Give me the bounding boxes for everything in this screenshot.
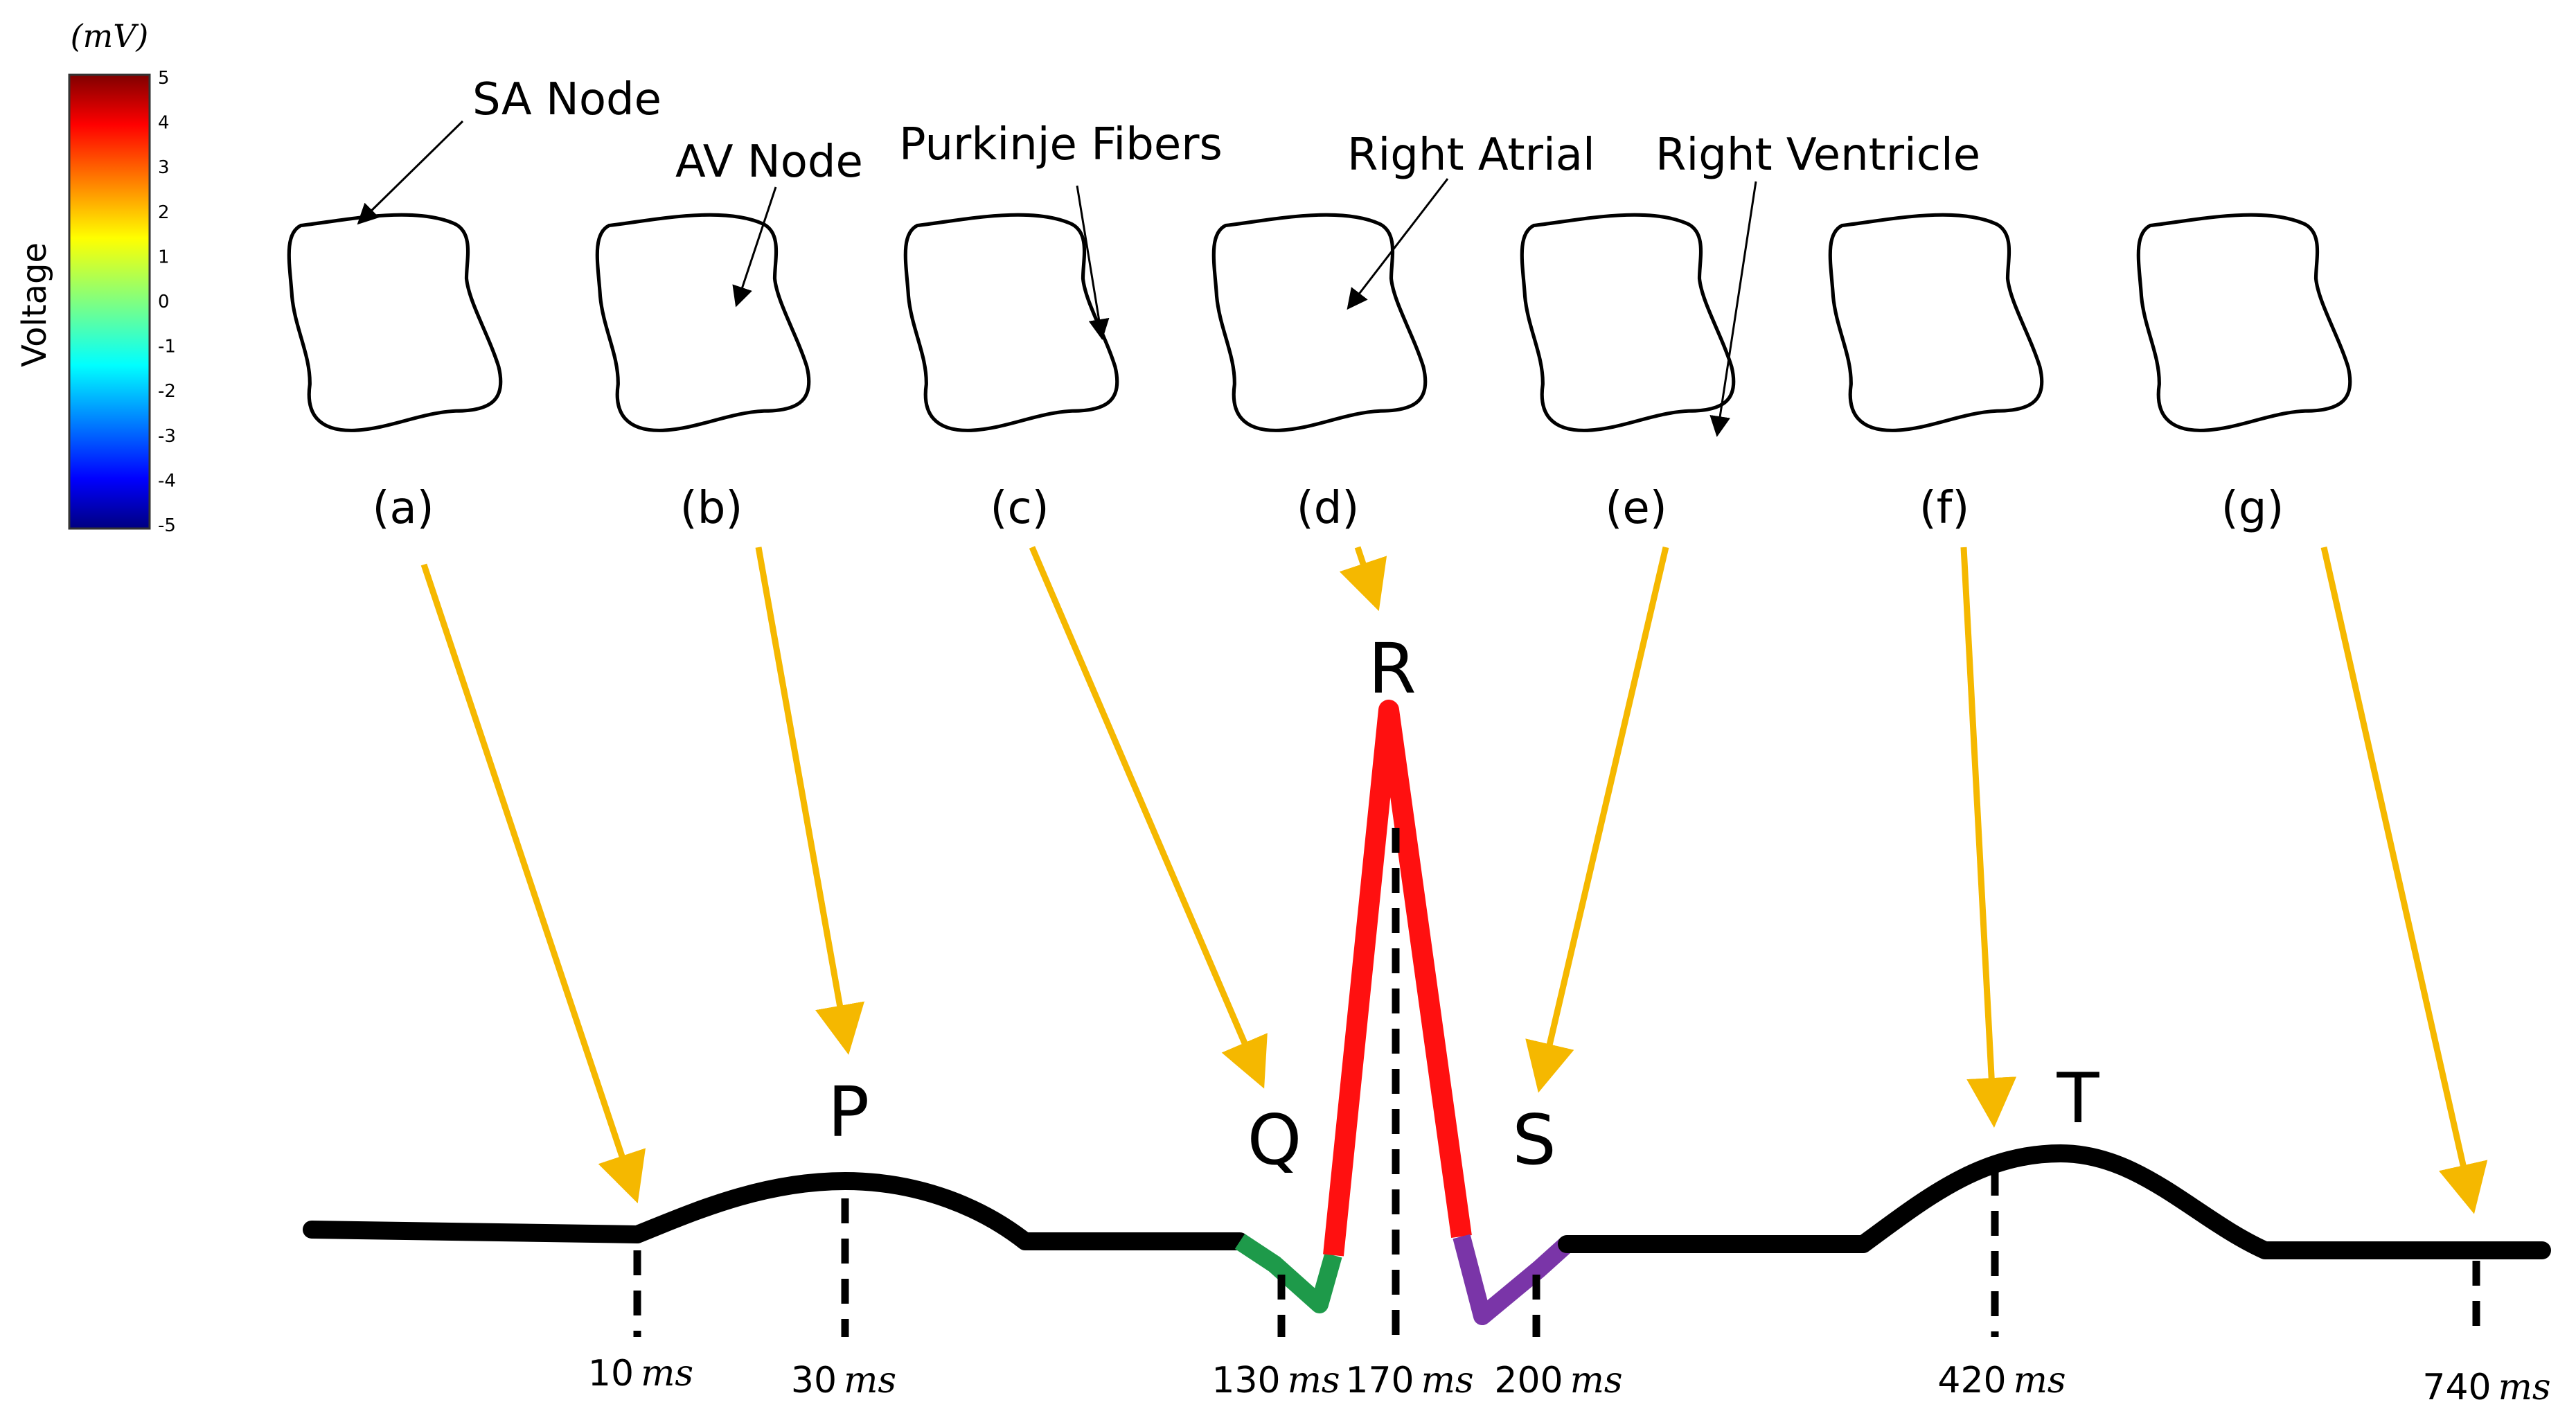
panel-label-a: (a) [372,483,434,534]
time-label-30ms: 30 ms [791,1360,896,1401]
arrow-c-to-q [1029,546,1268,1089]
time-label-200ms: 200 ms [1494,1360,1622,1401]
heart-outline [289,215,501,430]
colorbar-tick-label: 1 [158,247,170,267]
time-label-170ms: 170 ms [1345,1360,1473,1401]
annotation-sa-node: SA Node [472,74,661,125]
wave-labels: P Q R S T [828,628,2100,1180]
wave-label-r: R [1368,628,1416,709]
annotation-purkinje-fibers: Purkinje Fibers [899,119,1223,170]
heart-outline [2138,215,2350,430]
colorbar-tick-label: 5 [158,68,170,89]
annotation-purkinje-fibers-pointer [1076,185,1110,340]
annotation-av-node-pointer [732,186,777,308]
colorbar-tick-label: 3 [158,157,170,178]
wave-label-p: P [828,1072,869,1153]
annotation-right-ventricle: Right Ventricle [1655,130,1980,181]
colorbar-tick-label: 2 [158,202,170,223]
ecg-trace [303,700,2551,1325]
panel-label-d: (d) [1297,483,1360,534]
time-label-10ms: 10 ms [588,1353,693,1394]
heart-panel-d [1193,208,1428,446]
annotation-right-atrial-pointer [1347,178,1449,310]
colorbar-tick-label: -2 [158,381,176,402]
time-label-130ms: 130 ms [1211,1360,1340,1401]
colorbar-tick-label: 0 [158,292,170,312]
panel-label-b: (b) [680,483,743,534]
time-markers [633,828,2480,1337]
ecg-s-segment [1453,1234,1573,1325]
heart-outline [905,215,1117,430]
time-label-420ms: 420 ms [1937,1360,2066,1401]
colorbar-gradient [68,73,151,530]
ecg-q-segment [1234,1234,1342,1313]
colorbar: (mV) Voltage 5 4 3 2 1 0 -1 -2 -3 -4 -5 [15,17,176,536]
colorbar-tick-label: -4 [158,470,176,491]
arrow-g-to-740ms [2320,547,2488,1214]
panel-label-g: (g) [2221,483,2284,534]
annotation-av-node: AV Node [675,136,863,188]
colorbar-ticks: 5 4 3 2 1 0 -1 -2 -3 -4 -5 [158,68,176,536]
heart-outline [1830,215,2042,430]
arrow-a-to-10ms [420,563,646,1204]
heart-panels: (a) (b) (c) (d) (e) (f) (g) [277,208,2353,534]
wave-label-t: T [2056,1058,2099,1139]
panel-label-e: (e) [1605,483,1667,534]
colorbar-tick-label: -5 [158,515,176,536]
colorbar-axis-title: Voltage [15,242,54,367]
heart-outline [1214,215,1425,430]
arrow-b-to-p [755,547,865,1055]
colorbar-unit-label: (mV) [71,17,149,55]
ecg-r-segment [1323,700,1472,1257]
arrow-f-to-420ms [1960,547,2017,1128]
annotation-sa-node-pointer [357,120,464,225]
heart-panel-e [1510,208,1742,443]
heart-panel-g [2126,208,2353,443]
colorbar-tick-label: 4 [158,113,170,134]
heart-outline [597,215,809,430]
arrow-d-to-r [1339,546,1387,612]
heart-outline [1522,215,1734,430]
wave-label-q: Q [1247,1099,1302,1180]
wave-label-s: S [1512,1099,1556,1180]
time-labels: 10 ms 30 ms 130 ms 170 ms 200 ms 420 ms 740 ms [588,1353,2551,1408]
heart-panel-f [1818,208,2045,443]
colorbar-tick-label: -1 [158,337,176,357]
annotation-right-ventricle-pointer [1709,181,1757,437]
panel-to-ecg-arrows [420,546,2488,1214]
ecg-baseline-t-wave [1558,1144,2551,1259]
panel-annotations: SA Node AV Node Purkinje Fibers Right At… [357,74,1980,437]
arrow-e-to-s [1525,546,1669,1093]
panel-label-c: (c) [990,483,1049,534]
panel-label-f: (f) [1919,483,1969,534]
ecg-baseline-p-wave [303,1172,1249,1250]
annotation-right-atrial: Right Atrial [1347,130,1595,181]
colorbar-tick-label: -3 [158,426,176,447]
heart-panel-a [277,208,504,443]
heart-panel-b [585,208,812,443]
time-label-740ms: 740 ms [2422,1367,2550,1408]
